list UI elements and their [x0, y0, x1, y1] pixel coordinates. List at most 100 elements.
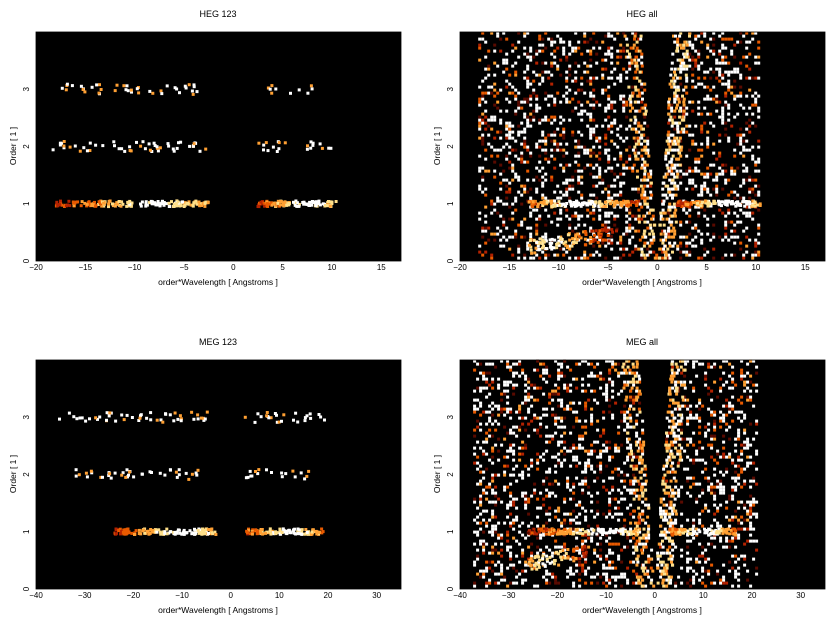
heatmap-cell: [715, 187, 719, 191]
heatmap-cell: [506, 383, 510, 387]
heatmap-cell: [607, 154, 611, 158]
heatmap-cell: [490, 31, 494, 35]
heatmap-cell: [509, 443, 513, 447]
heatmap-cell: [521, 440, 525, 444]
heatmap-cell: [598, 238, 602, 242]
heatmap-cell: [734, 383, 738, 387]
heatmap-cell: [569, 383, 573, 387]
heatmap-cell: [569, 497, 573, 501]
heatmap-cell: [665, 503, 669, 507]
heatmap-cell: [713, 434, 717, 438]
heatmap-cell: [617, 449, 621, 453]
heatmap-cell: [728, 200, 731, 204]
heatmap-cell: [733, 235, 737, 239]
heatmap-cell: [695, 458, 699, 462]
heatmap-cell: [145, 203, 149, 207]
heatmap-cell: [539, 434, 543, 438]
heatmap-cell: [709, 67, 713, 71]
heatmap-cell: [628, 229, 632, 233]
heatmap-cell: [599, 434, 603, 438]
heatmap-cell: [745, 235, 749, 239]
heatmap-cell: [613, 82, 617, 86]
heatmap-cell: [610, 52, 614, 56]
heatmap-cell: [636, 136, 640, 140]
heatmap-cell: [482, 440, 486, 444]
heatmap-cell: [572, 485, 576, 489]
heatmap-cell: [529, 248, 533, 252]
heatmap-cell: [496, 130, 500, 134]
heatmap-cell: [120, 413, 124, 417]
heatmap-cell: [734, 410, 738, 414]
heatmap-cell: [616, 76, 620, 80]
heatmap-cell: [640, 256, 644, 260]
heatmap-cell: [751, 154, 755, 158]
heatmap-cell: [299, 471, 303, 475]
heatmap-cell: [578, 551, 582, 555]
heatmap-cell: [604, 52, 608, 56]
heatmap-cell: [580, 133, 584, 137]
heatmap-cell: [583, 91, 587, 95]
heatmap-cell: [731, 476, 735, 480]
heatmap-cell: [689, 440, 693, 444]
heatmap-cell: [700, 127, 704, 131]
heatmap-cell: [694, 226, 698, 230]
heatmap-cell: [635, 55, 638, 59]
heatmap-cell: [721, 82, 725, 86]
heatmap-cell: [641, 178, 645, 182]
heatmap-cell: [626, 422, 630, 426]
heatmap-cell: [721, 256, 725, 260]
heatmap-cell: [581, 479, 585, 483]
heatmap-cell: [584, 425, 588, 429]
heatmap-cell: [274, 87, 278, 91]
heatmap-cell: [523, 253, 527, 257]
heatmap-cell: [296, 532, 300, 535]
heatmap-cell: [172, 149, 176, 153]
heatmap-cell: [538, 37, 542, 41]
heatmap-cell: [559, 121, 563, 125]
heatmap-cell: [640, 127, 644, 131]
heatmap-cell: [734, 545, 738, 549]
heatmap-cell: [586, 70, 590, 74]
heatmap-cell: [538, 139, 542, 143]
heatmap-cell: [668, 494, 672, 498]
heatmap-cell: [539, 386, 543, 390]
heatmap-cell: [527, 524, 531, 528]
heatmap-cell: [643, 82, 646, 86]
heatmap-cell: [165, 202, 169, 206]
heatmap-cell: [551, 434, 555, 438]
heatmap-cell: [683, 64, 687, 68]
heatmap-cell: [700, 112, 704, 116]
heatmap-cell: [175, 531, 179, 535]
heatmap-cell: [745, 205, 749, 209]
heatmap-cell: [740, 500, 744, 504]
heatmap-cell: [718, 208, 722, 212]
heatmap-cell: [607, 160, 611, 164]
heatmap-cell: [584, 470, 588, 474]
heatmap-cell: [622, 247, 626, 251]
heatmap-cell: [607, 193, 611, 197]
heatmap-cell: [68, 204, 72, 208]
heatmap-cell: [643, 172, 647, 176]
heatmap-cell: [610, 211, 614, 215]
heatmap-cell: [614, 368, 618, 372]
heatmap-cell: [107, 414, 111, 418]
heatmap-cell: [751, 199, 755, 203]
heatmap-cell: [583, 70, 587, 74]
heatmap-cell: [754, 124, 758, 128]
heatmap-cell: [173, 411, 177, 415]
heatmap-cell: [625, 220, 629, 224]
heatmap-cell: [657, 256, 661, 260]
heatmap-cell: [734, 204, 738, 208]
heatmap-cell: [527, 500, 531, 504]
heatmap-cell: [709, 88, 713, 92]
heatmap-cell: [544, 118, 548, 122]
heatmap-cell: [586, 256, 590, 260]
heatmap-cell: [490, 211, 494, 215]
heatmap-cell: [257, 468, 261, 472]
heatmap-cell: [503, 425, 507, 429]
heatmap-cell: [697, 106, 701, 110]
heatmap-cell: [643, 163, 647, 167]
heatmap-cell: [625, 70, 629, 74]
heatmap-cell: [520, 160, 524, 164]
heatmap-cell: [559, 37, 563, 41]
